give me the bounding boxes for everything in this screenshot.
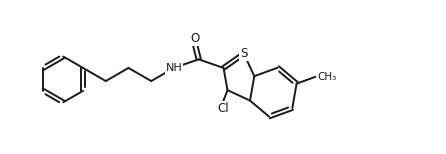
Text: O: O [190, 32, 199, 45]
Text: S: S [240, 47, 248, 60]
Text: Cl: Cl [217, 102, 229, 115]
Text: CH₃: CH₃ [318, 72, 337, 82]
Text: NH: NH [165, 63, 182, 73]
